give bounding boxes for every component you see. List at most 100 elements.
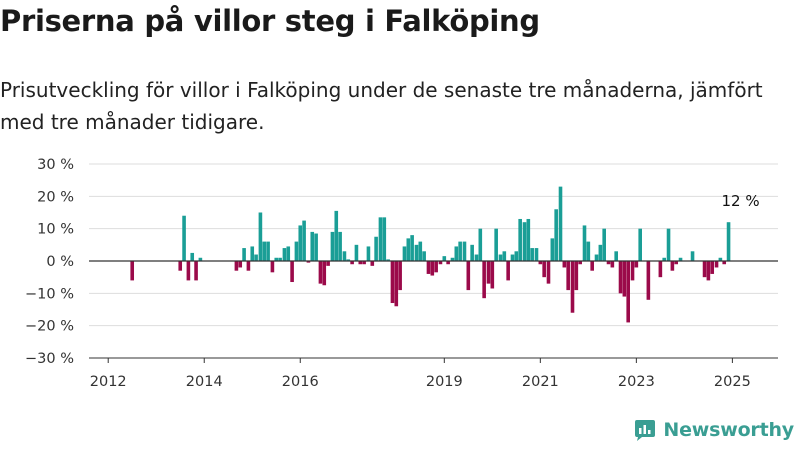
bar xyxy=(570,261,575,313)
bar xyxy=(542,261,546,278)
bar xyxy=(378,217,383,261)
bar xyxy=(346,259,351,261)
bar xyxy=(486,261,491,284)
bar xyxy=(238,261,243,268)
bar xyxy=(390,261,395,304)
bar xyxy=(538,261,543,265)
bar xyxy=(454,246,459,261)
bar xyxy=(586,241,591,261)
bar xyxy=(518,218,522,261)
bar xyxy=(534,248,539,261)
bar xyxy=(706,261,711,281)
bar xyxy=(286,246,291,261)
bar xyxy=(558,186,563,261)
bar xyxy=(442,256,447,261)
bar xyxy=(362,261,366,265)
x-tick-label: 2016 xyxy=(282,374,319,390)
bar xyxy=(690,251,695,261)
y-tick-label: 0 % xyxy=(46,254,74,270)
bar xyxy=(398,261,402,291)
bar xyxy=(410,235,414,261)
bar xyxy=(254,254,258,261)
latest-value-annotation: 12 % xyxy=(721,192,759,210)
bar xyxy=(350,261,354,265)
bar xyxy=(326,261,330,266)
bar xyxy=(418,241,423,261)
chart-subtitle: Prisutveckling för villor i Falköping un… xyxy=(0,78,763,134)
bar xyxy=(578,261,582,265)
bar xyxy=(470,244,474,261)
bar xyxy=(250,246,255,261)
bar xyxy=(726,222,731,261)
bar xyxy=(702,261,707,278)
bar xyxy=(318,261,323,284)
bar xyxy=(562,261,567,268)
bar xyxy=(450,257,455,261)
y-tick-label: 10 % xyxy=(37,222,74,238)
bar xyxy=(710,261,715,274)
bar xyxy=(462,241,467,261)
bar xyxy=(490,261,495,289)
bar xyxy=(382,217,387,261)
y-tick-label: 30 % xyxy=(37,157,74,173)
bar xyxy=(714,261,719,268)
bar xyxy=(502,251,507,261)
bar xyxy=(354,244,359,261)
bar xyxy=(278,257,282,261)
bars xyxy=(130,186,731,323)
x-tick-label: 2025 xyxy=(714,374,751,390)
bar xyxy=(330,231,335,261)
bar xyxy=(186,261,191,281)
bar xyxy=(258,212,263,261)
bar xyxy=(302,220,306,261)
bar xyxy=(626,261,630,323)
bar xyxy=(674,261,679,265)
bar xyxy=(282,248,287,261)
bar xyxy=(550,238,555,261)
bar xyxy=(430,261,435,276)
bar xyxy=(426,261,431,274)
bar xyxy=(234,261,239,271)
bar xyxy=(322,261,327,286)
bar xyxy=(594,254,599,261)
bar xyxy=(474,254,479,261)
bar xyxy=(178,261,183,271)
newsworthy-logo-text: Newsworthy xyxy=(663,419,794,441)
bar xyxy=(638,228,642,261)
bar xyxy=(514,251,519,261)
bar xyxy=(526,218,531,261)
bar xyxy=(678,257,683,261)
bar xyxy=(718,257,723,261)
bar xyxy=(334,210,339,261)
bar xyxy=(598,244,603,261)
bar xyxy=(510,254,515,261)
bar xyxy=(294,241,299,261)
bar xyxy=(494,228,498,261)
bar xyxy=(182,215,186,261)
bar xyxy=(482,261,486,299)
bar xyxy=(342,251,347,261)
bar xyxy=(614,251,618,261)
bar xyxy=(522,222,527,261)
bar xyxy=(402,246,407,261)
bar xyxy=(274,257,279,261)
bar xyxy=(394,261,399,307)
bar xyxy=(610,261,615,268)
x-axis: 2012 2014 2016 2019 2021 2023 2025 xyxy=(89,357,778,390)
bar xyxy=(266,241,270,261)
bar xyxy=(722,261,727,265)
bar xyxy=(290,261,294,283)
x-tick-label: 2019 xyxy=(426,374,463,390)
bar xyxy=(590,261,594,271)
bar xyxy=(602,228,606,261)
bar xyxy=(546,261,551,284)
bar xyxy=(630,261,635,281)
chart-title: Priserna på villor steg i Falköping xyxy=(0,4,540,38)
y-axis-labels: 30 % 20 % 10 % 0 % −10 % −20 % −30 % xyxy=(25,157,74,367)
bar xyxy=(246,261,251,271)
bar xyxy=(574,261,579,291)
bar xyxy=(658,261,663,278)
bar xyxy=(566,261,570,291)
bar xyxy=(582,225,587,261)
bar xyxy=(242,248,246,261)
